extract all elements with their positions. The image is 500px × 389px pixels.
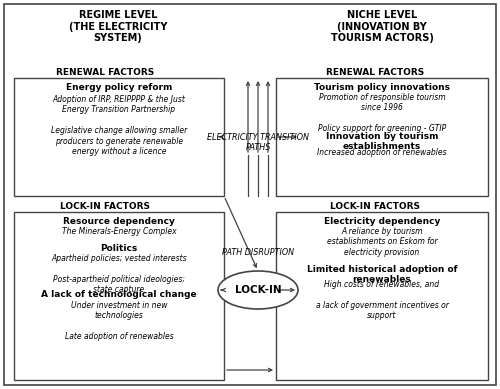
Bar bbox=[276, 78, 488, 196]
Text: Electricity dependency: Electricity dependency bbox=[324, 217, 440, 226]
Text: REGIME LEVEL
(THE ELECTRICITY
SYSTEM): REGIME LEVEL (THE ELECTRICITY SYSTEM) bbox=[69, 10, 167, 43]
Text: High costs of renewables, and

a lack of government incentives or
support: High costs of renewables, and a lack of … bbox=[316, 280, 448, 320]
Text: Energy policy reform: Energy policy reform bbox=[66, 83, 172, 92]
Text: RENEWAL FACTORS: RENEWAL FACTORS bbox=[56, 68, 154, 77]
Text: Apartheid policies; vested interests

Post-apartheid political ideologies;
state: Apartheid policies; vested interests Pos… bbox=[51, 254, 187, 294]
Text: PATH DISRUPTION: PATH DISRUPTION bbox=[222, 248, 294, 257]
Text: LOCK-IN FACTORS: LOCK-IN FACTORS bbox=[330, 202, 420, 211]
Bar bbox=[14, 78, 224, 196]
Text: RENEWAL FACTORS: RENEWAL FACTORS bbox=[326, 68, 424, 77]
Text: Innovation by tourism
establishments: Innovation by tourism establishments bbox=[326, 132, 438, 151]
Text: A lack of technological change: A lack of technological change bbox=[41, 290, 197, 299]
Ellipse shape bbox=[218, 271, 298, 309]
Text: NICHE LEVEL
(INNOVATION BY
TOURISM ACTORS): NICHE LEVEL (INNOVATION BY TOURISM ACTOR… bbox=[330, 10, 434, 43]
Text: Promotion of responsible tourism
since 1996

Policy support for greening - GTIP: Promotion of responsible tourism since 1… bbox=[318, 93, 446, 133]
Bar bbox=[14, 212, 224, 380]
Text: Resource dependency: Resource dependency bbox=[63, 217, 175, 226]
Text: Tourism policy innovations: Tourism policy innovations bbox=[314, 83, 450, 92]
Text: Increased adoption of renewables: Increased adoption of renewables bbox=[317, 148, 447, 157]
Text: Adoption of IRP, REIPPPP & the Just
Energy Transition Partnership

Legislative c: Adoption of IRP, REIPPPP & the Just Ener… bbox=[51, 95, 187, 156]
Bar bbox=[276, 212, 488, 380]
Text: LOCK-IN: LOCK-IN bbox=[234, 285, 282, 295]
Text: A reliance by tourism
establishments on Eskom for
electricity provision: A reliance by tourism establishments on … bbox=[326, 227, 438, 257]
Text: Under investment in new
technologies

Late adoption of renewables: Under investment in new technologies Lat… bbox=[64, 301, 174, 341]
Text: Politics: Politics bbox=[100, 244, 138, 253]
Text: LOCK-IN FACTORS: LOCK-IN FACTORS bbox=[60, 202, 150, 211]
Text: Limited historical adoption of
renewables: Limited historical adoption of renewable… bbox=[306, 265, 458, 284]
Text: The Minerals-Energy Complex: The Minerals-Energy Complex bbox=[62, 227, 176, 236]
Text: ELECTRICITY TRANSITION
PATHS: ELECTRICITY TRANSITION PATHS bbox=[207, 133, 309, 152]
